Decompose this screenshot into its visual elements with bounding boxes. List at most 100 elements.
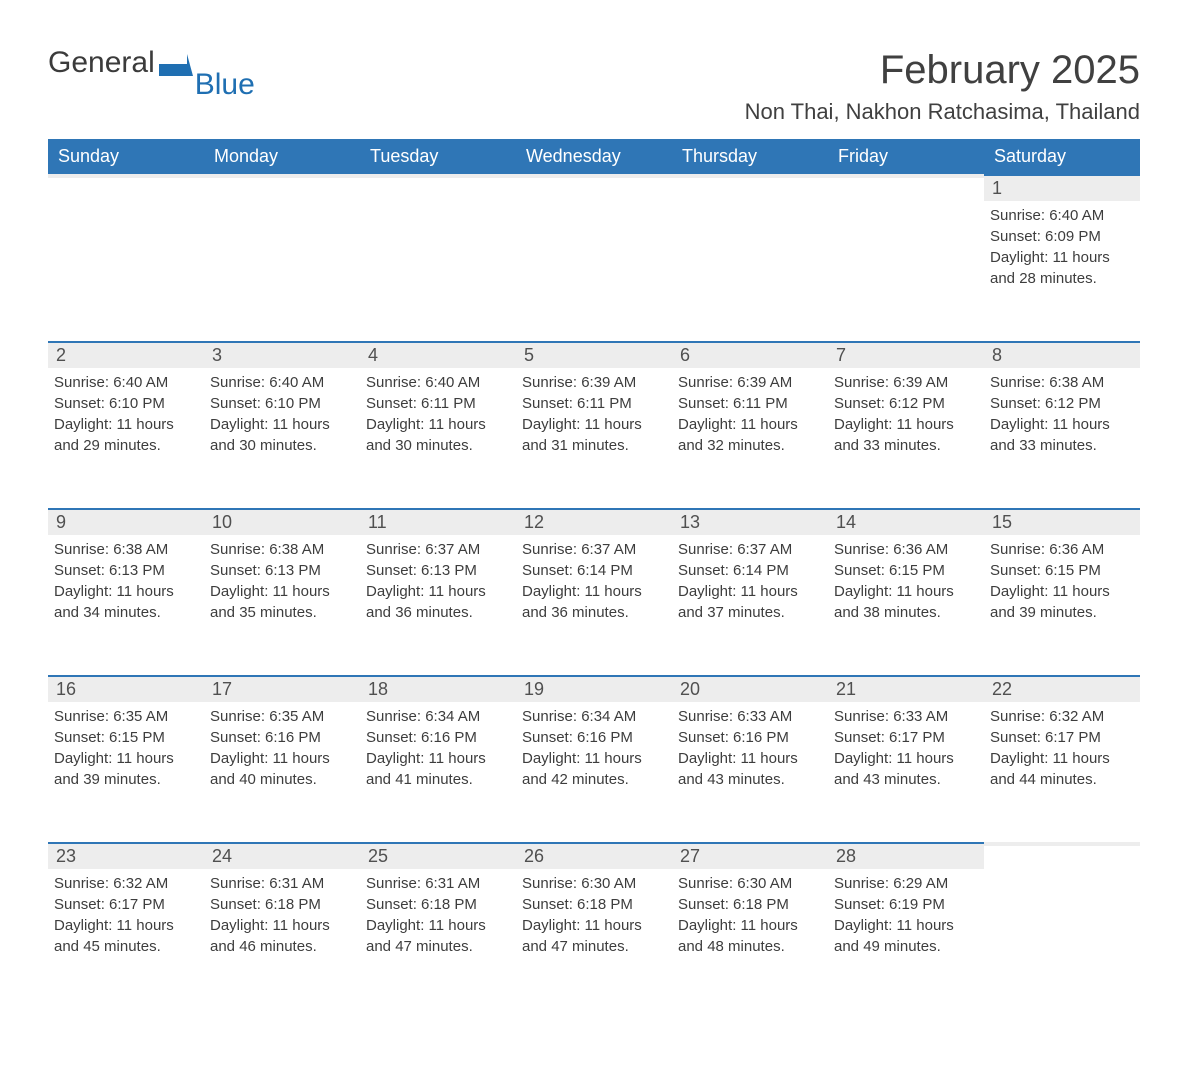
day-cell: Sunrise: 6:33 AMSunset: 6:17 PMDaylight:… (828, 702, 984, 842)
daylight-text: and 39 minutes. (54, 769, 198, 790)
sunset-text: Sunset: 6:11 PM (366, 393, 510, 414)
day-number: 14 (828, 508, 984, 535)
day-number: 28 (828, 842, 984, 869)
daylight-text: and 45 minutes. (54, 936, 198, 957)
daylight-text: and 43 minutes. (678, 769, 822, 790)
sunrise-text: Sunrise: 6:40 AM (366, 372, 510, 393)
title-block: February 2025 Non Thai, Nakhon Ratchasim… (745, 48, 1140, 125)
daylight-text: Daylight: 11 hours (834, 915, 978, 936)
day-cell: Sunrise: 6:40 AMSunset: 6:10 PMDaylight:… (204, 368, 360, 508)
day-cell (984, 869, 1140, 1009)
sunset-text: Sunset: 6:13 PM (210, 560, 354, 581)
daylight-text: and 47 minutes. (522, 936, 666, 957)
day-cell: Sunrise: 6:31 AMSunset: 6:18 PMDaylight:… (204, 869, 360, 1009)
day-cell: Sunrise: 6:36 AMSunset: 6:15 PMDaylight:… (984, 535, 1140, 675)
month-title: February 2025 (745, 48, 1140, 93)
sunset-text: Sunset: 6:18 PM (678, 894, 822, 915)
sunset-text: Sunset: 6:10 PM (54, 393, 198, 414)
daylight-text: Daylight: 11 hours (54, 581, 198, 602)
day-details: Sunrise: 6:40 AMSunset: 6:10 PMDaylight:… (210, 368, 354, 456)
daylight-text: and 32 minutes. (678, 435, 822, 456)
daylight-text: Daylight: 11 hours (678, 915, 822, 936)
sunrise-text: Sunrise: 6:33 AM (678, 706, 822, 727)
daylight-text: and 33 minutes. (990, 435, 1134, 456)
empty-day (204, 174, 360, 178)
sunset-text: Sunset: 6:15 PM (54, 727, 198, 748)
day-details: Sunrise: 6:36 AMSunset: 6:15 PMDaylight:… (834, 535, 978, 623)
day-cell: Sunrise: 6:40 AMSunset: 6:10 PMDaylight:… (48, 368, 204, 508)
day-cell: Sunrise: 6:37 AMSunset: 6:14 PMDaylight:… (672, 535, 828, 675)
day-details: Sunrise: 6:35 AMSunset: 6:15 PMDaylight:… (54, 702, 198, 790)
day-cell: Sunrise: 6:33 AMSunset: 6:16 PMDaylight:… (672, 702, 828, 842)
day-cell (516, 201, 672, 341)
sunset-text: Sunset: 6:12 PM (990, 393, 1134, 414)
day-details: Sunrise: 6:39 AMSunset: 6:12 PMDaylight:… (834, 368, 978, 456)
sunset-text: Sunset: 6:16 PM (210, 727, 354, 748)
daylight-text: Daylight: 11 hours (210, 748, 354, 769)
day-number: 18 (360, 675, 516, 702)
sunrise-text: Sunrise: 6:31 AM (366, 873, 510, 894)
daylight-text: and 39 minutes. (990, 602, 1134, 623)
day-number: 27 (672, 842, 828, 869)
sunset-text: Sunset: 6:09 PM (990, 226, 1134, 247)
daylight-text: Daylight: 11 hours (366, 915, 510, 936)
sunset-text: Sunset: 6:10 PM (210, 393, 354, 414)
day-cell: Sunrise: 6:38 AMSunset: 6:13 PMDaylight:… (48, 535, 204, 675)
daylight-text: and 35 minutes. (210, 602, 354, 623)
logo: General Blue (48, 48, 255, 78)
sunset-text: Sunset: 6:16 PM (366, 727, 510, 748)
day-details: Sunrise: 6:34 AMSunset: 6:16 PMDaylight:… (366, 702, 510, 790)
daylight-text: Daylight: 11 hours (678, 581, 822, 602)
sunrise-text: Sunrise: 6:30 AM (678, 873, 822, 894)
day-details: Sunrise: 6:38 AMSunset: 6:13 PMDaylight:… (54, 535, 198, 623)
sunset-text: Sunset: 6:18 PM (210, 894, 354, 915)
day-number: 3 (204, 341, 360, 368)
daylight-text: Daylight: 11 hours (678, 414, 822, 435)
sunrise-text: Sunrise: 6:40 AM (210, 372, 354, 393)
sunset-text: Sunset: 6:13 PM (54, 560, 198, 581)
day-cell: Sunrise: 6:36 AMSunset: 6:15 PMDaylight:… (828, 535, 984, 675)
day-number: 8 (984, 341, 1140, 368)
day-number: 24 (204, 842, 360, 869)
day-cell (204, 201, 360, 341)
day-number: 15 (984, 508, 1140, 535)
sunrise-text: Sunrise: 6:39 AM (834, 372, 978, 393)
day-details: Sunrise: 6:37 AMSunset: 6:14 PMDaylight:… (678, 535, 822, 623)
day-details: Sunrise: 6:40 AMSunset: 6:11 PMDaylight:… (366, 368, 510, 456)
day-number: 20 (672, 675, 828, 702)
sunrise-text: Sunrise: 6:29 AM (834, 873, 978, 894)
daylight-text: Daylight: 11 hours (522, 748, 666, 769)
daylight-text: and 40 minutes. (210, 769, 354, 790)
day-details: Sunrise: 6:36 AMSunset: 6:15 PMDaylight:… (990, 535, 1134, 623)
day-details: Sunrise: 6:40 AMSunset: 6:09 PMDaylight:… (990, 201, 1134, 289)
sunset-text: Sunset: 6:16 PM (522, 727, 666, 748)
day-number: 11 (360, 508, 516, 535)
sunrise-text: Sunrise: 6:38 AM (210, 539, 354, 560)
day-number: 13 (672, 508, 828, 535)
day-number: 17 (204, 675, 360, 702)
day-number: 9 (48, 508, 204, 535)
day-cell: Sunrise: 6:29 AMSunset: 6:19 PMDaylight:… (828, 869, 984, 1009)
day-details: Sunrise: 6:40 AMSunset: 6:10 PMDaylight:… (54, 368, 198, 456)
calendar-table: SundayMondayTuesdayWednesdayThursdayFrid… (48, 139, 1140, 1009)
day-number: 5 (516, 341, 672, 368)
daylight-text: and 29 minutes. (54, 435, 198, 456)
day-header: Friday (828, 139, 984, 174)
sunrise-text: Sunrise: 6:39 AM (678, 372, 822, 393)
day-cell (48, 201, 204, 341)
day-details: Sunrise: 6:31 AMSunset: 6:18 PMDaylight:… (210, 869, 354, 957)
daylight-text: and 44 minutes. (990, 769, 1134, 790)
logo-mark-icon (159, 52, 193, 82)
day-cell: Sunrise: 6:39 AMSunset: 6:11 PMDaylight:… (672, 368, 828, 508)
sunrise-text: Sunrise: 6:34 AM (366, 706, 510, 727)
daylight-text: Daylight: 11 hours (54, 414, 198, 435)
day-details: Sunrise: 6:30 AMSunset: 6:18 PMDaylight:… (522, 869, 666, 957)
daylight-text: and 49 minutes. (834, 936, 978, 957)
daylight-text: Daylight: 11 hours (678, 748, 822, 769)
sunset-text: Sunset: 6:17 PM (834, 727, 978, 748)
daylight-text: and 36 minutes. (366, 602, 510, 623)
sunrise-text: Sunrise: 6:37 AM (366, 539, 510, 560)
sunset-text: Sunset: 6:19 PM (834, 894, 978, 915)
daylight-text: Daylight: 11 hours (54, 748, 198, 769)
day-details: Sunrise: 6:30 AMSunset: 6:18 PMDaylight:… (678, 869, 822, 957)
